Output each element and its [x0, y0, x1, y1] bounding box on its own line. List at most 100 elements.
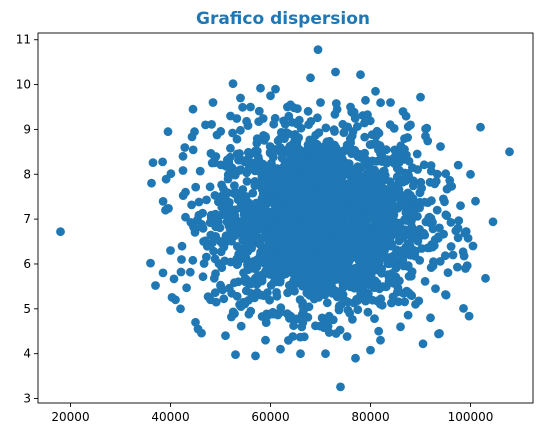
scatter-point [303, 229, 313, 239]
scatter-point [269, 255, 279, 265]
scatter-point [381, 145, 391, 155]
scatter-point [201, 120, 210, 130]
scatter-point [256, 168, 266, 178]
scatter-point [426, 263, 436, 272]
scatter-point [331, 67, 340, 77]
scatter-point [331, 329, 341, 338]
scatter-point [353, 305, 363, 315]
scatter-point [264, 185, 274, 195]
scatter-point [459, 251, 469, 261]
scatter-point [342, 297, 351, 306]
scatter-point [228, 128, 238, 138]
scatter-point [365, 140, 375, 150]
scatter-point [240, 157, 250, 167]
scatter-point [346, 253, 356, 263]
scatter-point [360, 132, 370, 142]
scatter-point [193, 324, 203, 334]
scatter-point [370, 314, 379, 323]
scatter-point [259, 136, 269, 145]
scatter-point [334, 229, 343, 239]
scatter-point [320, 230, 330, 240]
scatter-point [285, 141, 295, 151]
scatter-point [230, 219, 239, 228]
scatter-point [208, 98, 218, 107]
scatter-point [265, 219, 275, 229]
scatter-point [372, 157, 381, 166]
scatter-point [251, 351, 260, 361]
scatter-point [248, 188, 258, 198]
scatter-point [315, 253, 324, 263]
scatter-point [314, 164, 324, 174]
scatter-point [197, 219, 207, 229]
scatter-point [280, 119, 290, 129]
scatter-point [345, 222, 355, 232]
scatter-point [180, 143, 190, 152]
scatter-point [276, 303, 286, 313]
scatter-point [359, 275, 369, 285]
scatter-point [404, 156, 414, 166]
scatter-point [313, 45, 323, 54]
scatter-point [273, 310, 283, 320]
scatter-point [302, 264, 312, 274]
scatter-point [356, 70, 365, 80]
scatter-point [217, 263, 227, 273]
scatter-point [321, 123, 331, 133]
scatter-point [329, 149, 339, 159]
scatter-point [177, 241, 187, 251]
scatter-point [199, 259, 209, 268]
x-tick-label: 40000 [151, 410, 189, 424]
scatter-point [353, 122, 362, 131]
scatter-point [300, 237, 310, 247]
scatter-point [453, 223, 463, 233]
scatter-point [355, 269, 364, 278]
scatter-point [399, 261, 409, 271]
scatter-point [354, 256, 364, 266]
scatter-point [244, 230, 254, 240]
scatter-point [221, 331, 230, 341]
scatter-point [312, 213, 322, 223]
scatter-point [191, 317, 200, 327]
scatter-point [236, 93, 245, 103]
scatter-point [398, 195, 408, 205]
scatter-point [223, 174, 233, 184]
scatter-point [419, 160, 429, 170]
scatter-point [218, 285, 228, 295]
scatter-point [404, 288, 414, 298]
scatter-point [366, 240, 376, 250]
scatter-point [408, 163, 417, 173]
scatter-point [301, 159, 311, 168]
scatter-point [354, 149, 364, 159]
scatter-point [272, 197, 281, 207]
scatter-point [315, 321, 325, 331]
scatter-point [188, 145, 198, 155]
scatter-point [226, 111, 235, 121]
scatter-point [421, 124, 430, 134]
scatter-point [302, 254, 312, 263]
scatter-point [283, 255, 292, 265]
y-tick-label: 5 [23, 302, 31, 316]
scatter-point [428, 224, 438, 234]
x-tick-label: 20000 [51, 410, 89, 424]
scatter-point [381, 184, 390, 194]
scatter-point [225, 152, 235, 162]
scatter-point [176, 267, 186, 277]
scatter-point [205, 182, 215, 192]
scatter-point [364, 178, 374, 188]
scatter-point [252, 134, 262, 144]
scatter-point [284, 149, 294, 158]
scatter-point [391, 149, 401, 158]
scatter-point [220, 256, 230, 266]
scatter-point [272, 291, 282, 301]
scatter-point [269, 119, 279, 129]
scatter-point [335, 221, 345, 230]
scatter-point [464, 311, 474, 321]
scatter-point [211, 214, 220, 224]
scatter-point [401, 172, 410, 181]
scatter-point [289, 321, 298, 331]
scatter-point [209, 246, 219, 256]
chart-title: Grafico dispersion [196, 9, 370, 29]
scatter-point [406, 120, 415, 130]
scatter-point [338, 290, 348, 300]
scatter-point [324, 284, 333, 294]
scatter-point [446, 181, 455, 190]
